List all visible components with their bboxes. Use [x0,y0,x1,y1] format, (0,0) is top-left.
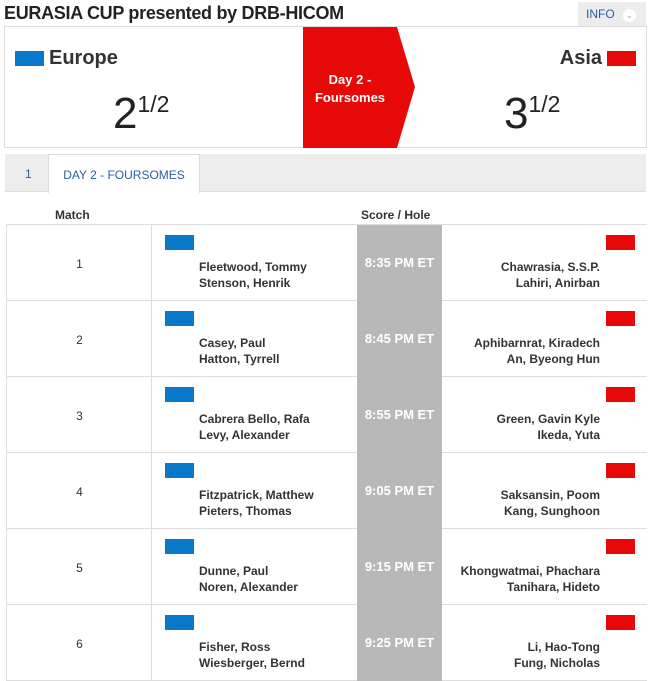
asia-flag-icon [606,615,635,630]
europe-players: Casey, Paul Hatton, Tyrrell [199,335,279,367]
info-label: INFO [586,7,615,21]
asia-flag-icon [606,311,635,326]
player-name[interactable]: An, Byeong Hun [506,352,600,366]
player-name[interactable]: Fleetwood, Tommy [199,260,307,274]
asia-players: Saksansin, Poom Kang, Sunghoon [501,487,600,519]
player-name[interactable]: Hatton, Tyrrell [199,352,280,366]
tab-day-2-foursomes[interactable]: DAY 2 - FOURSOMES [48,154,200,193]
page-title: EURASIA CUP presented by DRB-HICOM [4,3,344,23]
asia-flag-icon [607,51,636,66]
session-banner [303,27,415,148]
europe-flag-icon [15,51,44,66]
asia-players: Chawrasia, S.S.P. Lahiri, Anirban [501,259,600,291]
europe-players: Fisher, Ross Wiesberger, Bernd [199,639,305,671]
player-name[interactable]: Saksansin, Poom [500,488,600,502]
europe-players: Dunne, Paul Noren, Alexander [199,563,298,595]
asia-flag-icon [606,387,635,402]
player-name[interactable]: Khongwatmai, Phachara [460,564,600,578]
player-name[interactable]: Ikeda, Yuta [537,428,600,442]
team-name: Europe [49,47,118,69]
score-fraction: 1/2 [528,91,561,117]
session-line: Day 2 - [328,72,372,87]
europe-flag-icon [165,463,194,478]
tee-time: 9:25 PM ET [357,605,442,681]
score-header: Score / Hole [361,208,431,222]
player-name[interactable]: Chawrasia, S.S.P. [500,260,600,274]
asia-players: Li, Hao-Tong Fung, Nicholas [514,639,600,671]
player-name[interactable]: Aphibarnrat, Kiradech [473,336,600,350]
europe-flag-icon [165,615,194,630]
tee-time: 8:45 PM ET [357,301,442,377]
divider [151,225,152,300]
match-number: 6 [76,637,83,651]
player-name[interactable]: Kang, Sunghoon [504,504,600,518]
asia-players: Khongwatmai, Phachara Tanihara, Hideto [461,563,600,595]
match-header: Match [55,208,90,222]
tee-time: 9:05 PM ET [357,453,442,529]
asia-flag-icon [606,539,635,554]
europe-score: 21/2 [113,89,169,139]
match-table: 1 Fleetwood, Tommy Stenson, Henrik 8:35 P… [6,224,647,681]
asia-players: Green, Gavin Kyle Ikeda, Yuta [497,411,600,443]
player-name[interactable]: Lahiri, Anirban [515,276,600,290]
team-europe: Europe [15,47,118,70]
player-name[interactable]: Pieters, Thomas [199,504,292,518]
player-name[interactable]: Wiesberger, Bernd [199,656,305,670]
asia-flag-icon [606,463,635,478]
score-fraction: 1/2 [137,91,170,117]
team-name: Asia [559,47,602,69]
session-label: Day 2 - Foursomes [303,71,397,107]
divider [151,301,152,376]
score-whole: 2 [113,89,138,138]
match-number: 4 [76,485,83,499]
info-button[interactable]: INFO ⌄ [578,2,646,26]
europe-flag-icon [165,387,194,402]
table-row[interactable]: 5 Dunne, Paul Noren, Alexander 9:15 PM ET… [6,529,647,605]
europe-players: Fitzpatrick, Matthew Pieters, Thomas [199,487,314,519]
player-name[interactable]: Fitzpatrick, Matthew [199,488,314,502]
match-number: 3 [76,409,83,423]
table-row[interactable]: 4 Fitzpatrick, Matthew Pieters, Thomas 9:… [6,453,647,529]
asia-flag-icon [606,235,635,250]
table-row[interactable]: 1 Fleetwood, Tommy Stenson, Henrik 8:35 P… [6,225,647,301]
europe-players: Fleetwood, Tommy Stenson, Henrik [199,259,307,291]
europe-flag-icon [165,235,194,250]
player-name[interactable]: Tanihara, Hideto [506,580,600,594]
player-name[interactable]: Cabrera Bello, Rafa [199,412,310,426]
divider [151,529,152,604]
europe-players: Cabrera Bello, Rafa Levy, Alexander [199,411,310,443]
table-row[interactable]: 6 Fisher, Ross Wiesberger, Bernd 9:25 PM … [6,605,647,681]
tee-time: 8:35 PM ET [357,225,442,301]
tab-day-1[interactable]: 1 [25,167,32,181]
europe-flag-icon [165,311,194,326]
table-row[interactable]: 2 Casey, Paul Hatton, Tyrrell 8:45 PM ET … [6,301,647,377]
player-name[interactable]: Fisher, Ross [199,640,271,654]
table-row[interactable]: 3 Cabrera Bello, Rafa Levy, Alexander 8:5… [6,377,647,453]
scoreboard: Europe 21/2 Day 2 - Foursomes Asia 31/2 [4,26,647,148]
score-whole: 3 [504,89,529,138]
player-name[interactable]: Noren, Alexander [199,580,298,594]
tab-bar: 1 DAY 2 - FOURSOMES [5,154,646,193]
divider [151,605,152,680]
team-asia: Asia [560,47,636,70]
player-name[interactable]: Green, Gavin Kyle [496,412,600,426]
player-name[interactable]: Levy, Alexander [199,428,290,442]
match-number: 2 [76,333,83,347]
europe-flag-icon [165,539,194,554]
player-name[interactable]: Fung, Nicholas [513,656,600,670]
player-name[interactable]: Dunne, Paul [199,564,269,578]
player-name[interactable]: Li, Hao-Tong [527,640,600,654]
tee-time: 9:15 PM ET [357,529,442,605]
asia-players: Aphibarnrat, Kiradech An, Byeong Hun [474,335,600,367]
asia-score: 31/2 [504,89,560,139]
divider [151,453,152,528]
chevron-down-icon: ⌄ [623,9,636,22]
session-line: Foursomes [314,90,386,105]
match-number: 1 [76,257,83,271]
player-name[interactable]: Stenson, Henrik [199,276,291,290]
divider [151,377,152,452]
match-number: 5 [76,561,83,575]
player-name[interactable]: Casey, Paul [199,336,266,350]
tee-time: 8:55 PM ET [357,377,442,453]
